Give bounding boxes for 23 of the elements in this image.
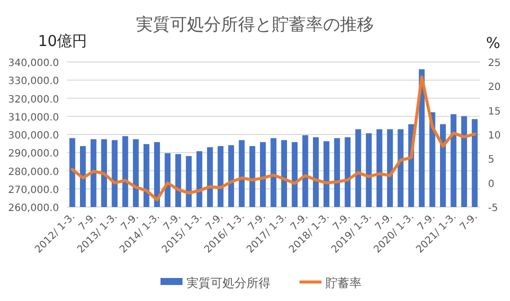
y-tick-label: 260,000.0 — [8, 203, 59, 214]
y-tick-label: 320,000.0 — [8, 94, 59, 106]
y2-axis-title: % — [486, 34, 500, 52]
y2-tick-label: 15 — [488, 106, 501, 118]
y-axis-title: 10億円 — [38, 32, 88, 50]
x-tick-label: 7-9. — [458, 211, 480, 233]
y-tick-label: 280,000.0 — [8, 166, 59, 178]
y2-tick-label: 25 — [488, 58, 501, 69]
y2-tick-label: 20 — [488, 82, 501, 94]
y-tick-label: 310,000.0 — [8, 112, 59, 124]
y2-tick-label: 5 — [488, 154, 494, 166]
y-tick-label: 330,000.0 — [8, 76, 59, 88]
chart-title: 実質可処分所得と貯蓄率の推移 — [136, 15, 374, 35]
legend-label: 実質可処分所得 — [186, 276, 270, 290]
y2-tick-label: 0 — [488, 178, 494, 190]
y-tick-label: 270,000.0 — [8, 184, 59, 196]
line-series — [70, 75, 476, 202]
y-tick-label: 300,000.0 — [8, 130, 59, 142]
y-tick-label: 290,000.0 — [8, 148, 59, 160]
y-tick-label: 340,000.0 — [8, 58, 59, 69]
y2-tick-label: 10 — [488, 130, 501, 142]
y2-tick-label: -5 — [488, 203, 498, 214]
legend-label: 貯蓄率 — [326, 276, 362, 290]
